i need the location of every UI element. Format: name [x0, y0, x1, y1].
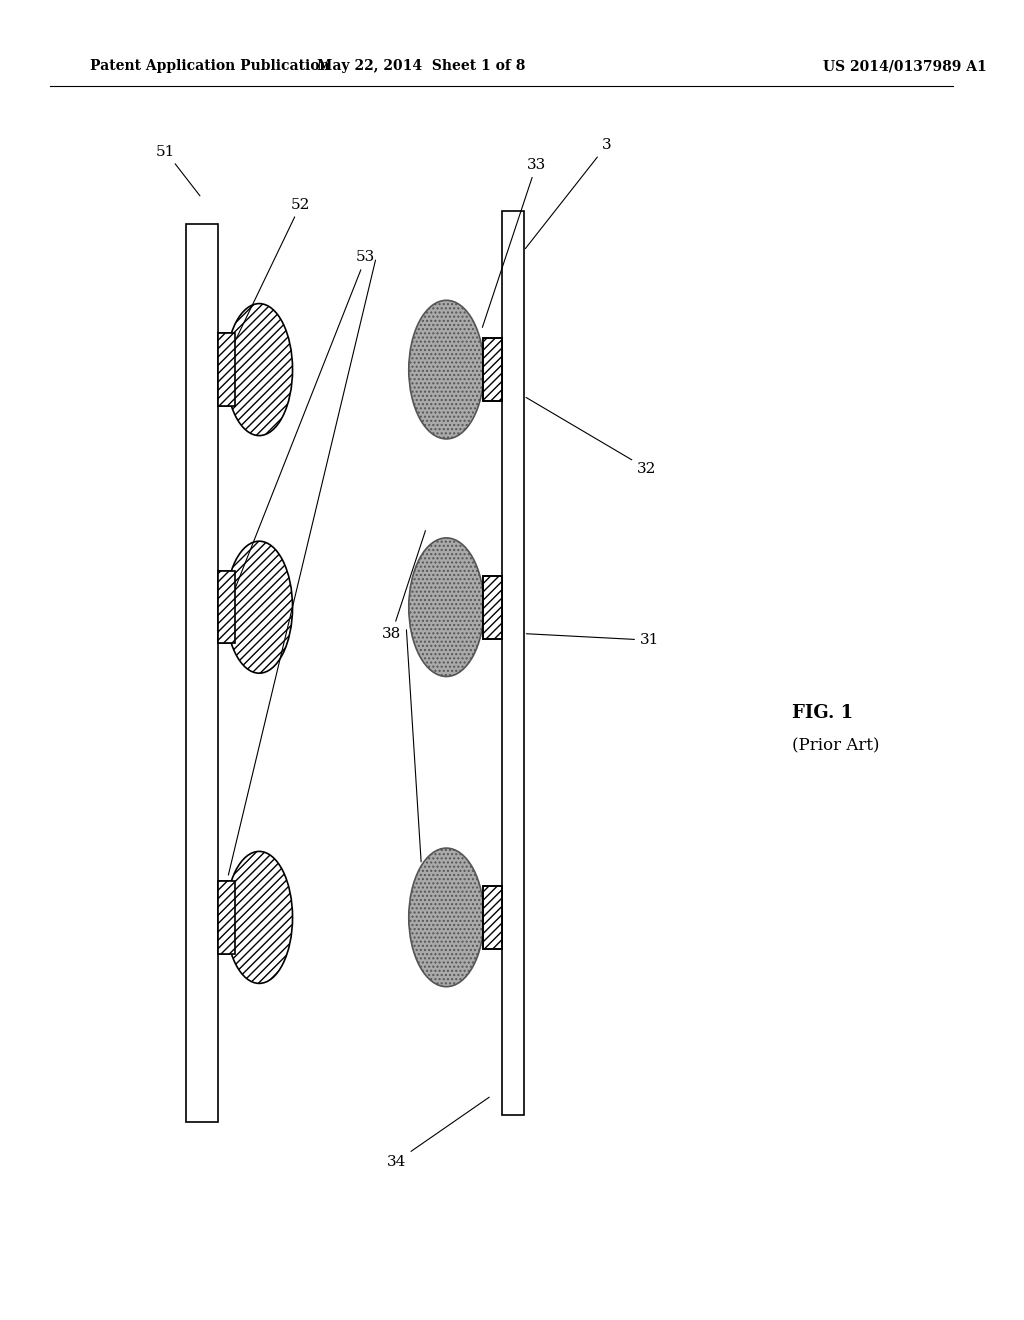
Text: 52: 52	[229, 198, 310, 354]
Ellipse shape	[226, 851, 293, 983]
Text: 34: 34	[386, 1097, 489, 1168]
Text: 3: 3	[525, 139, 611, 248]
Bar	[483, 576, 502, 639]
Text: Patent Application Publication: Patent Application Publication	[90, 59, 330, 74]
Bar	[218, 882, 234, 953]
Text: FIG. 1: FIG. 1	[793, 704, 854, 722]
Text: 33: 33	[482, 158, 546, 327]
Text: 38: 38	[382, 531, 425, 640]
Ellipse shape	[409, 301, 484, 438]
Bar	[218, 333, 234, 407]
Bar	[483, 886, 502, 949]
Bar	[218, 333, 234, 407]
FancyBboxPatch shape	[502, 211, 523, 1115]
Ellipse shape	[409, 847, 484, 987]
Bar	[218, 333, 229, 407]
Bar	[483, 576, 502, 639]
Bar	[218, 570, 234, 643]
Bar	[483, 338, 502, 401]
Text: US 2014/0137989 A1: US 2014/0137989 A1	[822, 59, 986, 74]
Bar	[218, 882, 229, 953]
Text: 51: 51	[157, 145, 200, 195]
Text: 53: 53	[228, 251, 376, 605]
Bar	[483, 338, 502, 401]
FancyBboxPatch shape	[185, 224, 218, 1122]
Text: 31: 31	[526, 634, 659, 647]
Text: (Prior Art): (Prior Art)	[793, 738, 880, 754]
Text: May 22, 2014  Sheet 1 of 8: May 22, 2014 Sheet 1 of 8	[317, 59, 525, 74]
Ellipse shape	[226, 304, 293, 436]
Bar	[483, 886, 502, 949]
Text: 32: 32	[526, 397, 656, 475]
Ellipse shape	[226, 541, 293, 673]
Ellipse shape	[409, 539, 484, 676]
Bar	[218, 882, 234, 953]
Bar	[218, 570, 234, 643]
Bar	[218, 570, 229, 643]
